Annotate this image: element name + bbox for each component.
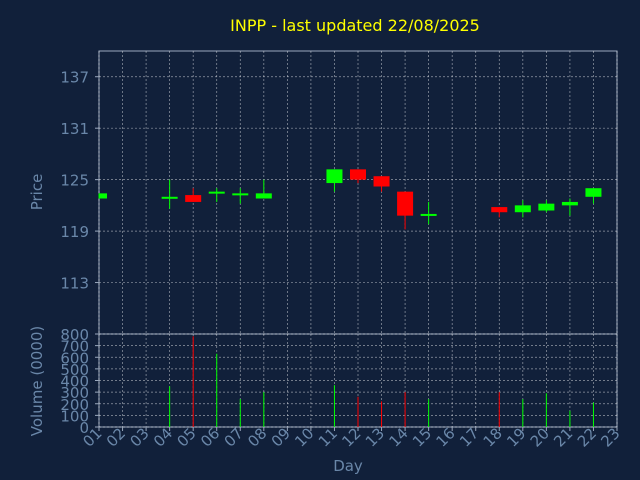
day-tick-label: 15 [409, 424, 435, 450]
day-tick-label: 04 [150, 424, 176, 450]
day-tick-label: 17 [456, 424, 482, 450]
candle-14 [397, 191, 414, 230]
day-tick-label: 20 [527, 424, 553, 450]
candle-body [561, 201, 578, 206]
day-tick-label: 21 [550, 424, 576, 450]
day-tick-label: 23 [597, 424, 623, 450]
day-tick-label: 16 [433, 424, 459, 450]
volume-tick-label: 200 [60, 396, 89, 414]
candle-body [326, 169, 343, 184]
price-tick-label: 119 [60, 223, 89, 241]
volume-axis-label: Volume (0000) [28, 326, 46, 436]
day-tick-label: 12 [338, 424, 364, 450]
volume-tick-label: 800 [60, 326, 89, 344]
candle-body [255, 193, 272, 199]
day-tick-label: 02 [103, 424, 129, 450]
day-tick-label: 18 [480, 424, 506, 450]
day-tick-label: 11 [315, 424, 341, 450]
candle-08 [255, 179, 272, 199]
day-axis-label: Day [333, 457, 363, 475]
day-tick-label: 08 [244, 424, 270, 450]
candle-19 [514, 200, 531, 218]
price-grid [98, 51, 618, 334]
price-tick-label: 137 [60, 69, 89, 87]
volume-tick-label: 400 [60, 373, 89, 391]
candle-body [491, 207, 508, 213]
candle-body [397, 191, 414, 216]
volume-tick-label: 100 [60, 407, 89, 425]
price-candles [98, 169, 602, 230]
candle-body [420, 213, 437, 216]
candle-13 [373, 176, 390, 192]
volume-tick-label: 0 [79, 419, 89, 437]
volume-bars [169, 336, 594, 427]
candle-body [208, 191, 225, 194]
candle-body [585, 188, 602, 197]
day-tick-label: 14 [385, 424, 411, 450]
day-x-ticks: 0102030405060708091011121314151617181920… [79, 424, 623, 450]
candle-body [185, 195, 202, 202]
candle-20 [538, 200, 555, 213]
price-y-ticks: 113 119 125 131 137 [60, 69, 99, 293]
day-tick-label: 13 [362, 424, 388, 450]
candle-12 [350, 169, 366, 184]
day-tick-label: 10 [291, 424, 317, 450]
price-tick-label: 113 [60, 275, 89, 293]
candle-05 [185, 188, 202, 202]
volume-tick-label: 500 [60, 361, 89, 379]
day-tick-label: 07 [221, 424, 247, 450]
candle-body [514, 205, 531, 213]
candle-18 [491, 207, 508, 218]
candle-07 [232, 188, 249, 204]
candle-body [538, 203, 555, 211]
day-tick-label: 19 [503, 424, 529, 450]
candle-22 [585, 188, 602, 204]
day-tick-label: 06 [197, 424, 223, 450]
candle-body [373, 176, 390, 187]
volume-tick-label: 600 [60, 349, 89, 367]
day-tick-label: 22 [574, 424, 600, 450]
candle-01 [98, 193, 107, 199]
candle-body [232, 193, 249, 196]
candle-06 [208, 188, 225, 202]
price-tick-label: 125 [60, 172, 89, 190]
price-axis-label: Price [28, 174, 46, 211]
candle-15 [420, 201, 437, 225]
day-tick-label: 05 [174, 424, 200, 450]
day-tick-label: 03 [126, 424, 152, 450]
candle-body [99, 193, 107, 199]
candle-body [161, 196, 178, 199]
candle-21 [561, 198, 578, 216]
day-tick-label: 09 [268, 424, 294, 450]
candle-body [350, 169, 366, 180]
price-tick-label: 131 [60, 120, 89, 138]
volume-tick-label: 700 [60, 338, 89, 356]
chart-title: INPP - last updated 22/08/2025 [230, 16, 480, 35]
candle-11 [326, 169, 343, 192]
volume-tick-label: 300 [60, 384, 89, 402]
candle-04 [161, 179, 178, 209]
